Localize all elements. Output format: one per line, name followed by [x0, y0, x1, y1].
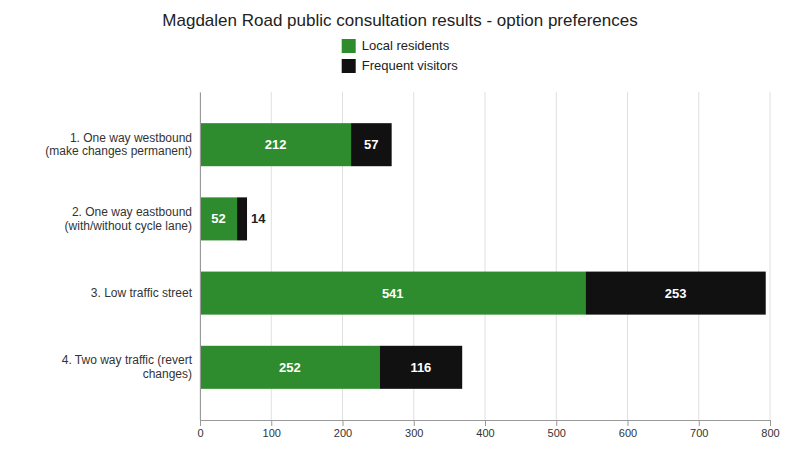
bar — [351, 123, 392, 166]
tick: 400 — [476, 420, 494, 439]
legend-swatch — [342, 59, 356, 73]
tick: 300 — [405, 420, 423, 439]
tick-mark — [699, 420, 700, 426]
tick: 500 — [548, 420, 566, 439]
legend-swatch — [342, 39, 356, 53]
data-label: 253 — [665, 286, 687, 301]
tick: 800 — [761, 420, 779, 439]
tick: 600 — [619, 420, 637, 439]
tick-mark — [556, 420, 557, 426]
bar — [585, 272, 765, 315]
data-label: 541 — [382, 286, 404, 301]
grid-line — [770, 92, 771, 420]
chart: Magdalen Road public consultation result… — [0, 0, 800, 450]
bar — [380, 346, 463, 389]
tick-label: 100 — [263, 427, 281, 439]
data-labels: 212 52 541 252 57 14 253 116 — [211, 137, 686, 375]
axis-line — [200, 93, 201, 421]
tick: 3. Low traffic street — [91, 286, 193, 300]
bar — [200, 123, 351, 166]
legend-item: Local residents — [342, 38, 450, 53]
tick-mark — [343, 420, 344, 426]
legend-label: Frequent visitors — [362, 58, 459, 73]
tick-label: 3. Low traffic street — [91, 286, 193, 300]
tick: 1. One way westbound(make changes perman… — [45, 131, 192, 159]
tick-label: 600 — [619, 427, 637, 439]
legend: Local residents Frequent visitors — [342, 38, 459, 73]
grid-line — [698, 92, 699, 420]
tick: 4. Two way traffic (revertchanges) — [62, 353, 193, 381]
tick-label: 400 — [476, 427, 494, 439]
grid-line — [627, 92, 628, 420]
data-label: 116 — [410, 360, 431, 375]
data-label: 212 — [265, 137, 287, 152]
data-label: 52 — [211, 211, 225, 226]
tick-mark — [271, 420, 272, 426]
y-axis: 1. One way westbound(make changes perman… — [45, 93, 200, 421]
legend-label: Local residents — [362, 38, 450, 53]
plot: 212 52 541 252 57 14 253 116 0 100 200 300 400 500 600… — [45, 92, 779, 439]
tick: 700 — [690, 420, 708, 439]
tick: 0 — [197, 420, 203, 439]
tick-label: 500 — [548, 427, 566, 439]
bar — [200, 197, 237, 240]
grid-line — [200, 92, 201, 420]
legend-item: Frequent visitors — [342, 58, 459, 73]
tick-label: 1. One way westbound(make changes perman… — [45, 131, 192, 159]
bar — [200, 272, 585, 315]
tick-label: 300 — [405, 427, 423, 439]
title: Magdalen Road public consultation result… — [162, 11, 637, 30]
tick-label: 800 — [761, 427, 779, 439]
grid-line — [485, 92, 486, 420]
tick-label: 700 — [690, 427, 708, 439]
data-label: 252 — [279, 360, 301, 375]
tick-mark — [485, 420, 486, 426]
tick-mark — [200, 420, 201, 426]
grid — [200, 92, 770, 420]
data-label: 14 — [251, 211, 266, 226]
bars — [200, 123, 766, 389]
bar — [200, 346, 380, 389]
data-label: 57 — [364, 137, 378, 152]
bar — [237, 197, 247, 240]
tick-label: 2. One way eastbound(with/without cycle … — [65, 205, 192, 233]
tick-label: 0 — [197, 427, 203, 439]
tick-label: 200 — [334, 427, 352, 439]
tick: 2. One way eastbound(with/without cycle … — [65, 205, 192, 233]
tick: 100 — [263, 420, 281, 439]
x-axis: 0 100 200 300 400 500 600 700 800 — [197, 420, 779, 439]
tick: 200 — [334, 420, 352, 439]
tick-mark — [414, 420, 415, 426]
grid-line — [556, 92, 557, 420]
tick-mark — [770, 420, 771, 426]
tick-label: 4. Two way traffic (revertchanges) — [62, 353, 193, 381]
tick-mark — [628, 420, 629, 426]
